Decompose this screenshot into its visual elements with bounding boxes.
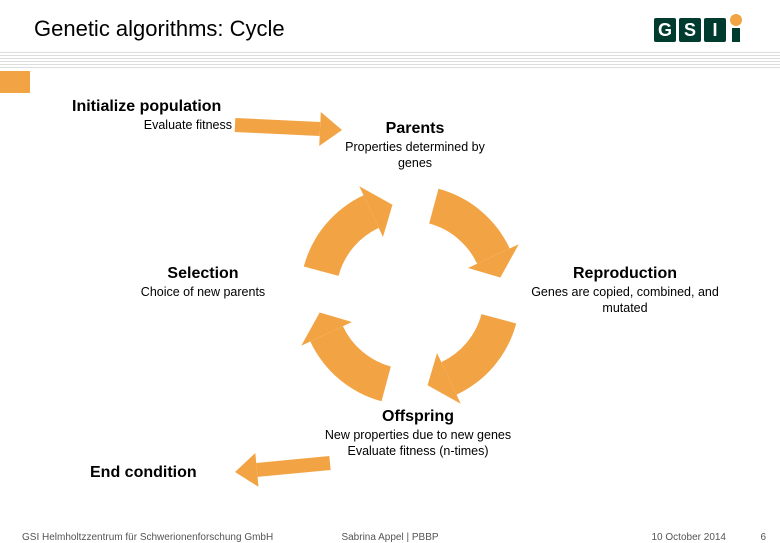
reproduction-sub: Genes are copied, combined, and mutated [530,285,720,316]
svg-text:G: G [658,20,672,40]
init-block: Initialize population Evaluate fitness [72,98,272,134]
selection-heading: Selection [118,265,288,283]
footer-right: 10 October 2014 [652,532,727,543]
selection-block: Selection Choice of new parents [118,265,288,301]
slide-title: Genetic algorithms: Cycle [34,16,285,42]
reproduction-block: Reproduction Genes are copied, combined,… [530,265,720,316]
reproduction-heading: Reproduction [530,265,720,283]
end-block: End condition [90,464,270,482]
offspring-sub: New properties due to new genesEvaluate … [318,428,518,459]
header-rule [0,52,780,70]
svg-text:S: S [684,20,696,40]
init-sub: Evaluate fitness [72,118,272,134]
offspring-block: Offspring New properties due to new gene… [318,408,518,459]
init-heading: Initialize population [72,98,272,116]
gsi-logo: G S I [654,12,746,51]
end-heading: End condition [90,464,270,482]
parents-block: Parents Properties determined by genes [330,120,500,171]
offspring-heading: Offspring [318,408,518,426]
footer-left: GSI Helmholtzzentrum für Schwerionenfors… [22,532,273,543]
svg-text:I: I [712,20,717,40]
parents-heading: Parents [330,120,500,138]
parents-sub: Properties determined by genes [330,140,500,171]
selection-sub: Choice of new parents [118,285,288,301]
cycle-diagram: Initialize population Evaluate fitness P… [0,70,780,490]
footer-page: 6 [760,532,766,543]
footer-center: Sabrina Appel | PBBP [341,532,438,543]
